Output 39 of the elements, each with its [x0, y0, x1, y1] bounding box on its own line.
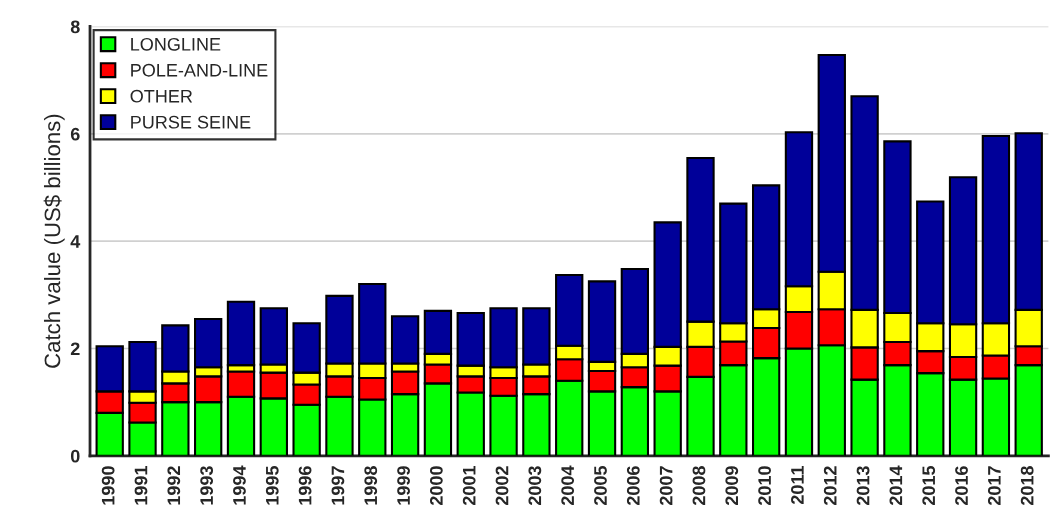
y-axis-title: Catch value (US$ billions): [43, 114, 65, 368]
legend-label: PURSE SEINE: [131, 115, 251, 129]
x-tick-label: 2006: [626, 466, 640, 506]
y-tick-label: 2: [70, 342, 80, 356]
x-tick-label: 1998: [364, 466, 378, 505]
x-tick-label: 1997: [331, 466, 345, 505]
x-tick-label: 2010: [758, 466, 771, 506]
x-tick-label: 2015: [922, 466, 936, 506]
x-tick-label: 1996: [298, 466, 312, 505]
x-tick-label: 2003: [528, 466, 542, 506]
y-tick-label: 0: [70, 449, 80, 463]
y-tick-label: 6: [70, 127, 80, 141]
x-tick-label: 1991: [134, 466, 148, 505]
x-tick-label: 2002: [495, 466, 509, 506]
x-tick-label: 1995: [265, 466, 279, 505]
x-tick-label: 2000: [429, 466, 443, 506]
x-tick-label: 1990: [101, 466, 115, 505]
x-tick-label: 2014: [889, 465, 903, 506]
legend-label: LONGLINE: [131, 37, 221, 51]
x-tick-label: 1993: [200, 466, 214, 505]
x-tick-label: 2018: [1020, 466, 1034, 506]
x-tick-label: 2001: [462, 466, 476, 506]
x-tick-label: 2007: [659, 466, 673, 506]
x-tick-label: 1992: [167, 466, 181, 505]
x-tick-label: 1999: [397, 466, 410, 505]
legend-label: OTHER: [130, 89, 193, 103]
x-tick-label: 2016: [955, 466, 968, 506]
x-tick-label: 2013: [856, 466, 870, 506]
x-tick-label: 2009: [725, 466, 739, 506]
y-tick-label: 4: [70, 235, 81, 248]
x-tick-label: 2011: [791, 466, 804, 505]
x-tick-label: 2008: [692, 466, 706, 506]
x-tick-label: 2012: [823, 466, 837, 506]
x-tick-label: 2005: [594, 466, 607, 506]
y-tick-label: 8: [70, 20, 80, 34]
legend-label: POLE-AND-LINE: [131, 63, 268, 77]
x-tick-label: 1994: [233, 465, 246, 505]
x-tick-label: 2004: [561, 465, 575, 506]
x-tick-label: 2017: [987, 466, 1001, 506]
